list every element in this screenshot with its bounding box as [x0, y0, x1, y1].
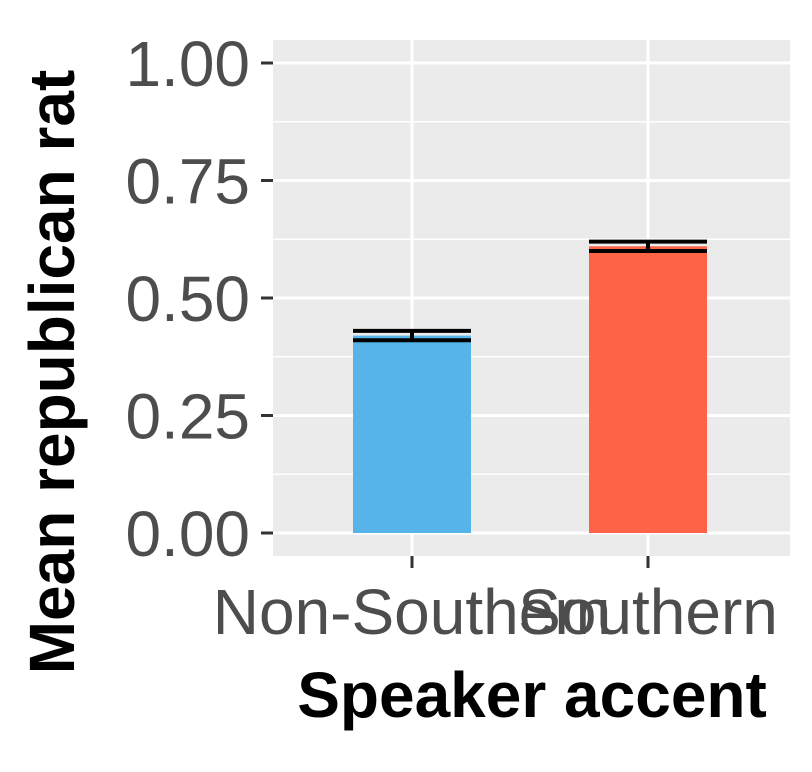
- bars: [353, 246, 707, 534]
- y-tick-label: 0.50: [125, 263, 250, 335]
- error-bars: [353, 239, 707, 343]
- bar-non-southern: [353, 335, 471, 533]
- x-tick-label: Non-Southern: [213, 576, 611, 648]
- y-tick-label: 1.00: [125, 28, 250, 100]
- y-tick-label: 0.75: [125, 146, 250, 218]
- x-tick-label: Southern: [518, 576, 778, 648]
- bar-southern: [589, 246, 707, 534]
- x-axis-title: Speaker accent: [297, 659, 767, 731]
- y-tick-label: 0.25: [125, 381, 250, 453]
- y-axis: 0.00 0.25 0.50 0.75 1.00: [125, 28, 273, 570]
- y-tick-label: 0.00: [125, 498, 250, 570]
- y-axis-title: Mean republican rat: [16, 70, 88, 675]
